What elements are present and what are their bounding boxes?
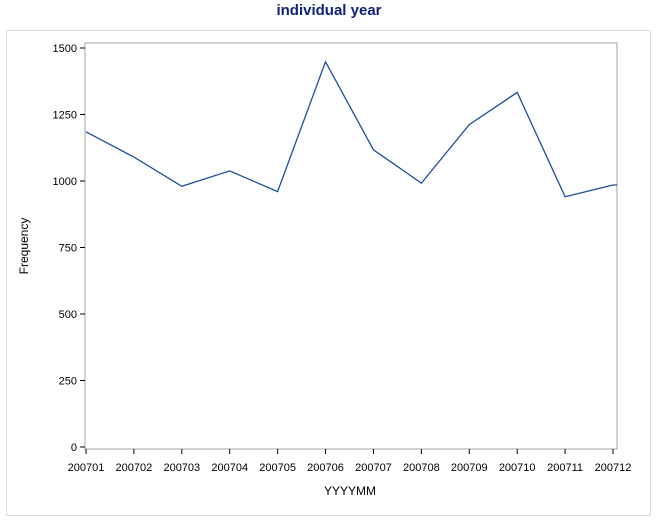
x-tick-label: 200707 (355, 462, 392, 474)
x-tick-label: 200711 (547, 462, 583, 474)
plot-area (84, 42, 618, 450)
x-axis-label: YYYYMM (324, 484, 376, 498)
y-tick-label: 500 (59, 309, 77, 321)
chart-title: individual year (276, 2, 382, 19)
x-tick-label: 200706 (307, 462, 344, 474)
y-tick-label: 750 (59, 243, 77, 255)
x-tick-label: 200708 (403, 462, 440, 474)
y-tick-label: 250 (59, 376, 77, 388)
y-tick-label: 1000 (53, 176, 77, 188)
x-axis: 200701 200702 200703 200704 200705 200706 2007… (68, 449, 632, 474)
x-tick-label: 200701 (68, 462, 105, 474)
x-tick-label: 200710 (499, 462, 536, 474)
x-tick-label: 200702 (116, 462, 153, 474)
y-axis: 0 250 500 750 1000 1250 1500 (53, 43, 85, 454)
y-tick-label: 0 (71, 442, 77, 454)
x-tick-label: 200703 (163, 462, 200, 474)
x-tick-label: 200709 (451, 462, 488, 474)
y-tick-label: 1500 (53, 43, 77, 55)
y-axis-label: Frequency (17, 218, 31, 275)
x-tick-label: 200705 (259, 462, 296, 474)
x-tick-label: 200712 (595, 462, 632, 474)
series-line (85, 60, 617, 198)
x-tick-label: 200704 (211, 462, 248, 474)
y-tick-label: 1250 (53, 110, 77, 122)
